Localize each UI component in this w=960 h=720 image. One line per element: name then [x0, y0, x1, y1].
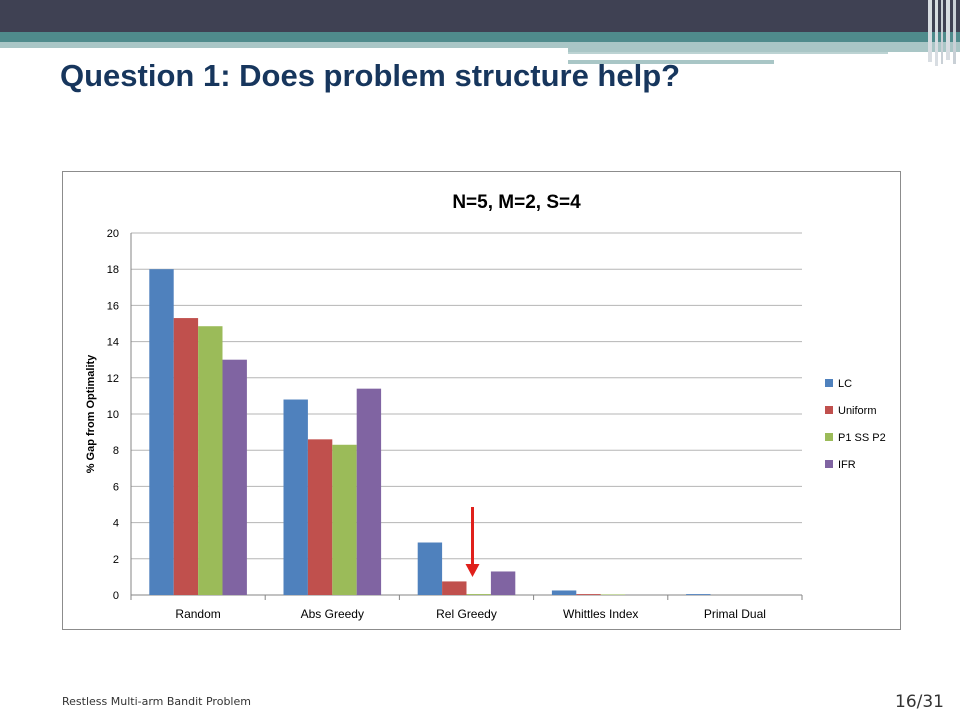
- legend-swatch: [825, 433, 833, 441]
- bar-p1-ss-p2: [466, 594, 491, 595]
- y-tick-label: 12: [107, 373, 119, 385]
- footer-text: Restless Multi-arm Bandit Problem: [62, 695, 251, 708]
- bar-p1-ss-p2: [332, 444, 357, 595]
- header-light-strip-left: [0, 42, 568, 48]
- annotation-arrow-head: [465, 564, 480, 577]
- header-light-strip-right: [568, 42, 960, 52]
- bar-p1-ss-p2: [600, 594, 626, 595]
- header-short-line: [568, 60, 774, 64]
- y-tick-label: 20: [107, 228, 119, 240]
- x-tick-label: Abs Greedy: [301, 607, 364, 621]
- y-tick-label: 16: [107, 300, 119, 312]
- bar-chart: N=5, M=2, S=4 0 2 4 6 8 10 12 14 16 18 20 % Gap from…: [85, 192, 886, 621]
- legend-swatch: [825, 379, 833, 387]
- bar-ifr: [356, 388, 382, 595]
- slide-title: Question 1: Does problem structure help?: [60, 58, 681, 93]
- bar-lc: [551, 590, 577, 595]
- bar-p1-ss-p2: [198, 326, 223, 595]
- chart-frame: N=5, M=2, S=4 0 2 4 6 8 10 12 14 16 18 20 % Gap from…: [62, 171, 901, 630]
- bar-lc: [417, 542, 443, 595]
- x-tick-label: Random: [175, 607, 220, 621]
- header-teal-band: [0, 32, 960, 42]
- bar-lc: [686, 594, 711, 595]
- y-tick-label: 10: [107, 409, 119, 421]
- y-tick-label: 4: [113, 518, 119, 530]
- legend-label: Uniform: [838, 405, 877, 417]
- header-dark-band: [0, 0, 960, 32]
- y-tick-label: 14: [107, 337, 119, 349]
- bar-lc: [149, 269, 174, 595]
- header-corner-bars: [928, 0, 956, 66]
- x-tick-label: Primal Dual: [704, 607, 766, 621]
- y-tick-label: 18: [107, 264, 119, 276]
- bar-uniform: [442, 581, 467, 595]
- legend-swatch: [825, 406, 833, 414]
- header-thin-line: [568, 52, 888, 54]
- y-tick-label: 2: [113, 554, 119, 566]
- x-tick-label: Whittles Index: [563, 607, 638, 621]
- y-tick-label: 8: [113, 445, 119, 457]
- x-tick-label: Rel Greedy: [436, 607, 497, 621]
- bar-ifr: [222, 359, 247, 595]
- bar-ifr: [490, 571, 516, 595]
- page-number: 16/31: [895, 692, 944, 712]
- chart-title: N=5, M=2, S=4: [452, 192, 581, 213]
- legend-label: P1 SS P2: [838, 432, 886, 444]
- bar-uniform: [173, 318, 199, 595]
- legend-label: IFR: [838, 459, 856, 471]
- bar-uniform: [307, 439, 333, 595]
- y-tick-label: 0: [113, 590, 119, 602]
- y-axis-label: % Gap from Optimality: [85, 354, 97, 473]
- bar-lc: [283, 399, 308, 595]
- legend-label: LC: [838, 378, 852, 390]
- bar-uniform: [576, 594, 601, 595]
- legend-swatch: [825, 460, 833, 468]
- y-tick-label: 6: [113, 481, 119, 493]
